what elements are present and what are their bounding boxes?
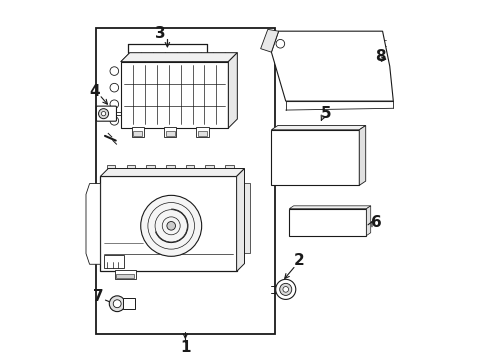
- Bar: [163, 127, 176, 137]
- Text: 6: 6: [370, 215, 381, 230]
- Bar: [346, 213, 353, 231]
- Bar: [121, 62, 228, 128]
- Circle shape: [275, 279, 295, 300]
- Bar: [360, 211, 366, 234]
- Circle shape: [279, 283, 291, 296]
- Polygon shape: [121, 53, 237, 62]
- Bar: [319, 213, 327, 231]
- Polygon shape: [236, 168, 244, 271]
- Polygon shape: [366, 206, 370, 235]
- Bar: [146, 165, 155, 170]
- Bar: [302, 213, 309, 231]
- Text: 5: 5: [320, 106, 331, 121]
- Text: 1: 1: [180, 340, 190, 355]
- Text: 8: 8: [375, 49, 386, 64]
- Text: 4: 4: [89, 84, 100, 99]
- Bar: [100, 176, 236, 271]
- Bar: [289, 211, 294, 234]
- Bar: [116, 274, 134, 278]
- Polygon shape: [86, 184, 100, 264]
- Circle shape: [110, 84, 119, 92]
- Bar: [224, 165, 233, 170]
- Bar: [354, 213, 362, 231]
- Bar: [310, 213, 318, 231]
- Bar: [133, 131, 142, 136]
- Circle shape: [109, 296, 125, 312]
- Circle shape: [283, 287, 288, 292]
- Bar: [293, 213, 301, 231]
- Polygon shape: [289, 206, 370, 209]
- Bar: [126, 165, 135, 170]
- Circle shape: [110, 117, 119, 125]
- Circle shape: [276, 40, 284, 48]
- Polygon shape: [271, 31, 392, 101]
- Circle shape: [141, 195, 201, 256]
- Polygon shape: [260, 30, 278, 52]
- Bar: [337, 213, 345, 231]
- Bar: [289, 209, 366, 235]
- Bar: [205, 165, 214, 170]
- Text: 2: 2: [293, 253, 304, 268]
- Bar: [271, 130, 359, 185]
- Bar: [123, 298, 135, 309]
- Circle shape: [113, 300, 121, 308]
- Bar: [198, 131, 206, 136]
- Bar: [165, 131, 174, 136]
- Bar: [244, 183, 249, 253]
- Bar: [131, 127, 144, 137]
- FancyBboxPatch shape: [96, 106, 116, 121]
- Text: 3: 3: [155, 26, 165, 41]
- Bar: [115, 270, 136, 279]
- Bar: [96, 28, 274, 334]
- Circle shape: [110, 100, 119, 109]
- Circle shape: [110, 67, 119, 75]
- Bar: [185, 165, 194, 170]
- Polygon shape: [271, 126, 365, 130]
- Bar: [104, 255, 123, 268]
- Polygon shape: [228, 53, 237, 128]
- Circle shape: [166, 221, 175, 230]
- Polygon shape: [100, 168, 244, 176]
- Bar: [106, 165, 115, 170]
- Bar: [165, 165, 174, 170]
- Text: 7: 7: [93, 289, 103, 304]
- Polygon shape: [359, 126, 365, 185]
- Bar: [328, 213, 336, 231]
- Circle shape: [99, 109, 108, 119]
- Bar: [196, 127, 208, 137]
- Circle shape: [101, 112, 105, 116]
